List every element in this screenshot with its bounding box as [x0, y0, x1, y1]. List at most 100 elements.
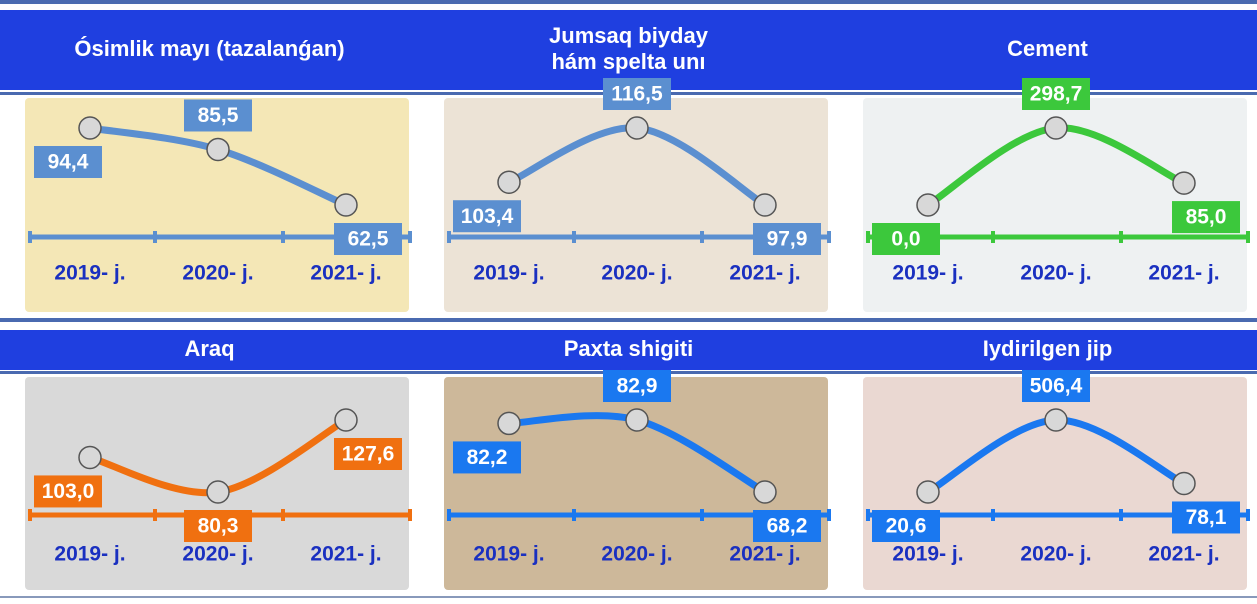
chart-title: Paxta shigiti	[564, 336, 694, 361]
value-label: 85,0	[1172, 201, 1240, 234]
value-label: 298,7	[1022, 78, 1090, 110]
value-label-text: 103,4	[461, 205, 514, 228]
value-label-box	[34, 146, 102, 178]
value-label-box	[603, 370, 671, 402]
value-label: 82,2	[453, 441, 521, 474]
header-band	[0, 330, 1257, 370]
data-point	[916, 480, 940, 504]
data-point	[497, 411, 521, 436]
data-point	[753, 193, 777, 217]
data-point	[78, 445, 102, 470]
value-label: 78,1	[1172, 501, 1240, 534]
value-label-box	[334, 438, 402, 470]
data-point	[1172, 171, 1196, 195]
value-label-box	[34, 475, 102, 508]
value-label-box	[453, 200, 521, 233]
value-label: 0,0	[872, 223, 940, 255]
value-label-box	[753, 223, 821, 255]
x-tick-label: 2021- j.	[729, 543, 800, 566]
value-label: 68,2	[753, 510, 821, 542]
value-label-box	[453, 441, 521, 474]
value-label-box	[1022, 78, 1090, 110]
chart-title: Iydirilgen jip	[983, 336, 1113, 361]
value-label-text: 85,5	[198, 104, 239, 127]
value-label: 20,6	[872, 510, 940, 542]
value-label-text: 298,7	[1030, 83, 1083, 106]
x-tick-label: 2020- j.	[182, 262, 253, 285]
x-tick-label: 2021- j.	[1148, 543, 1219, 566]
value-label-text: 97,9	[767, 228, 808, 251]
data-point	[78, 116, 102, 140]
data-point	[334, 408, 358, 432]
value-label-box	[603, 78, 671, 110]
data-point	[334, 193, 358, 217]
value-label-box	[184, 510, 252, 542]
value-label: 82,9	[603, 370, 671, 402]
x-tick-label: 2020- j.	[601, 543, 672, 566]
data-point	[753, 480, 777, 504]
data-point	[1044, 116, 1068, 140]
data-point	[625, 408, 649, 432]
chart-title: Ósimlik mayı (tazalanǵan)	[74, 36, 344, 61]
bottom-rule	[0, 596, 1257, 598]
data-point	[206, 480, 230, 504]
x-tick-label: 2019- j.	[473, 262, 544, 285]
value-label: 103,0	[34, 475, 102, 508]
panel-image	[444, 377, 828, 590]
value-label-text: 62,5	[348, 228, 389, 251]
value-label: 506,4	[1022, 370, 1090, 402]
x-tick-label: 2019- j.	[892, 543, 963, 566]
value-label-text: 85,0	[1186, 206, 1227, 229]
panel-image	[25, 98, 409, 312]
value-label-text: 80,3	[198, 515, 239, 538]
value-label: 116,5	[603, 78, 671, 110]
value-label-text: 0,0	[891, 228, 920, 251]
value-label: 127,6	[334, 438, 402, 470]
chart-title: Jumsaq biyday	[549, 23, 709, 48]
chart-title: Araq	[184, 336, 234, 361]
panel-image	[863, 377, 1247, 590]
value-label-box	[334, 223, 402, 255]
data-point	[625, 116, 649, 140]
value-label: 103,4	[453, 200, 521, 233]
value-label-text: 68,2	[767, 515, 808, 538]
x-tick-label: 2021- j.	[1148, 262, 1219, 285]
x-tick-label: 2020- j.	[1020, 543, 1091, 566]
x-tick-label: 2021- j.	[310, 543, 381, 566]
value-label: 94,4	[34, 146, 102, 178]
value-label: 80,3	[184, 510, 252, 542]
value-label-box	[1172, 201, 1240, 234]
value-label-text: 78,1	[1186, 506, 1227, 529]
value-label: 85,5	[184, 99, 252, 132]
x-tick-label: 2019- j.	[473, 543, 544, 566]
value-label: 97,9	[753, 223, 821, 255]
value-label-box	[184, 99, 252, 132]
header-band	[0, 10, 1257, 90]
top-rule	[0, 0, 1257, 4]
chart-title: hám spelta unı	[551, 49, 705, 74]
x-tick-label: 2019- j.	[54, 262, 125, 285]
data-point	[1172, 471, 1196, 496]
panel-image	[863, 98, 1247, 312]
x-tick-label: 2019- j.	[892, 262, 963, 285]
value-label-text: 116,5	[611, 83, 663, 106]
value-label-box	[753, 510, 821, 542]
data-point	[1044, 408, 1068, 432]
value-label-box	[872, 223, 940, 255]
value-label-box	[872, 510, 940, 542]
value-label: 62,5	[334, 223, 402, 255]
value-label-text: 506,4	[1030, 375, 1083, 398]
x-tick-label: 2021- j.	[310, 262, 381, 285]
value-label-box	[1022, 370, 1090, 402]
value-label-text: 94,4	[48, 151, 89, 174]
value-label-text: 82,9	[617, 375, 658, 398]
x-tick-label: 2020- j.	[1020, 262, 1091, 285]
panel-image	[444, 98, 828, 312]
value-label-text: 127,6	[342, 443, 395, 466]
value-label-text: 103,0	[42, 480, 95, 503]
x-tick-label: 2020- j.	[601, 262, 672, 285]
x-tick-label: 2021- j.	[729, 262, 800, 285]
value-label-text: 20,6	[886, 515, 927, 538]
data-point	[497, 170, 521, 194]
